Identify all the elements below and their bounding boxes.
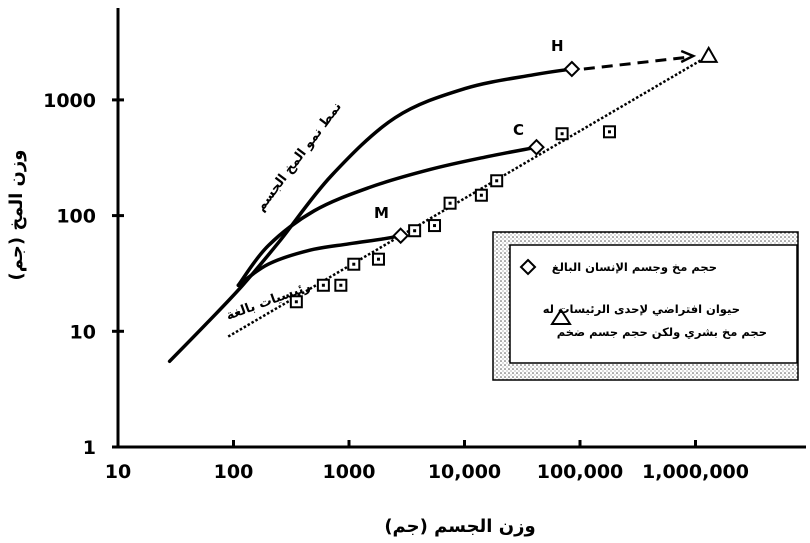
y-tick-group: 1 10 100 1000 <box>43 90 124 459</box>
point-label-h: H <box>551 37 564 55</box>
adult-primate-square-center <box>495 179 499 183</box>
adult-primate-square-center <box>321 283 325 287</box>
plot-markers <box>289 45 719 309</box>
adult-primate-square-center <box>607 130 611 134</box>
point-label-c: C <box>513 121 524 139</box>
x-tick-label: 10 <box>105 461 131 483</box>
x-axis-title: وزن الجسم (جم) <box>384 516 535 537</box>
adult-primates-trend-line <box>227 56 706 338</box>
x-tick-label: 100 <box>214 461 254 483</box>
adult-primate-square-center <box>448 201 452 205</box>
y-axis-title: وزن المخ (جم) <box>6 150 27 281</box>
point-label-m: M <box>374 204 389 222</box>
diamond-marker-h <box>563 60 581 78</box>
y-tick-label: 100 <box>56 206 96 228</box>
adult-primate-square-center <box>560 132 564 136</box>
y-tick-label: 1000 <box>43 90 96 112</box>
extrapolation-dashed-line <box>583 55 691 71</box>
x-tick-label: 10,000 <box>428 461 501 483</box>
adult-primate-square-center <box>294 300 298 304</box>
legend-triangle-text-line1: حيوان افتراضي لإحدى الرئيسات له <box>543 302 740 317</box>
y-tick-label: 10 <box>70 321 96 343</box>
legend: حجم مخ وجسم الإنسان البالغ حيوان افتراضي… <box>492 231 799 381</box>
curve-m <box>236 233 403 288</box>
legend-triangle-icon <box>550 308 572 325</box>
curve-c <box>236 145 539 288</box>
y-tick-label: 1 <box>83 437 96 459</box>
diamond-marker-c <box>528 138 545 156</box>
legend-triangle-text-line2: حجم مخ بشري ولكن حجم جسم ضخم <box>557 325 767 340</box>
brain-growth-curve-label: نمط نمو المخ الجسم <box>253 100 345 215</box>
x-tick-label: 1000 <box>323 461 376 483</box>
plot-lines <box>167 49 706 364</box>
x-tick-label: 100,000 <box>537 461 624 483</box>
x-tick-label: 1,000,000 <box>642 461 749 483</box>
adult-primate-square-center <box>433 224 437 228</box>
adult-primate-square-center <box>376 257 380 261</box>
diamond-marker-m <box>392 227 410 245</box>
adult-primate-square-center <box>479 193 483 197</box>
legend-diamond-text: حجم مخ وجسم الإنسان البالغ <box>552 260 717 275</box>
legend-inner <box>509 244 798 364</box>
legend-diamond-icon <box>519 258 537 276</box>
adult-primate-square-center <box>352 262 356 266</box>
curve-h <box>167 67 574 364</box>
hypothetical-primate-triangle-marker <box>698 45 719 63</box>
extrapolation-arrowhead <box>680 49 697 64</box>
x-tick-group: 10 100 1000 10,000 100,000 1,000,000 <box>105 440 749 483</box>
adult-primate-square-center <box>413 229 417 233</box>
adult-primate-square-center <box>339 283 343 287</box>
